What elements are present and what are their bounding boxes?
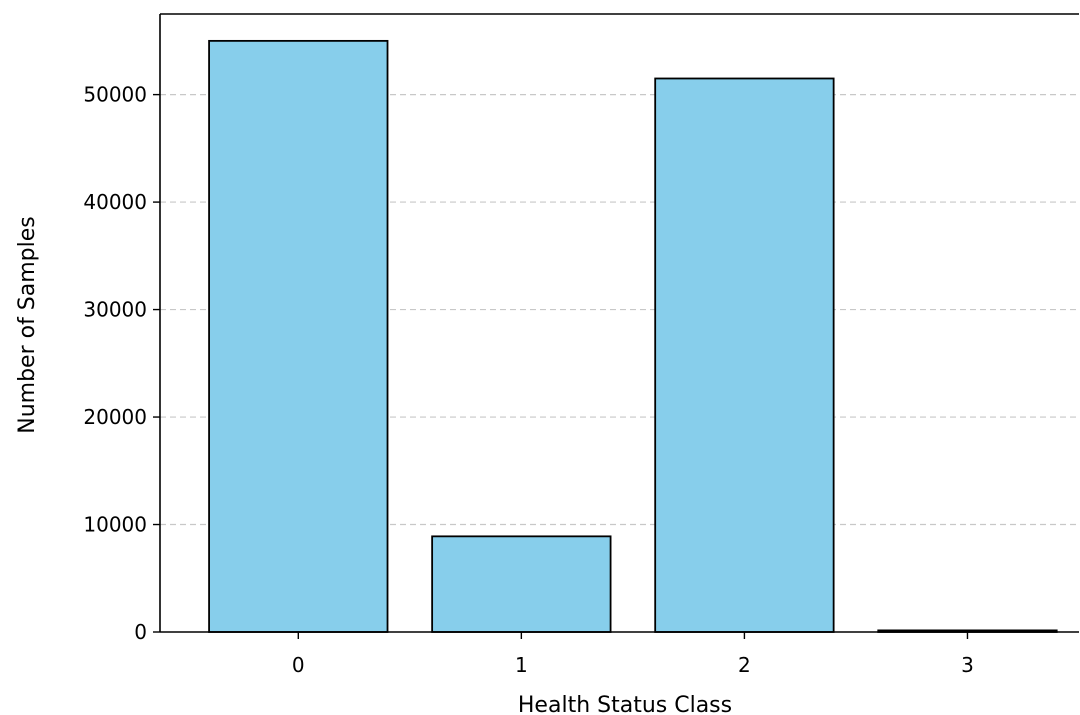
bar-1: [431, 535, 612, 633]
y-axis-label: Number of Samples: [15, 216, 40, 434]
y-tick-label: 30000: [83, 298, 147, 322]
y-ticks: 0 10000 20000 30000 40000 50000: [83, 83, 160, 644]
axes: [159, 13, 1079, 633]
bars: [208, 39, 1058, 633]
y-tick-label: 10000: [83, 513, 147, 537]
x-tick-label: 2: [738, 653, 751, 677]
y-tick-label: 0: [134, 620, 147, 644]
y-tick-label: 20000: [83, 405, 147, 429]
bar-0: [208, 39, 389, 633]
x-tick-label: 3: [961, 653, 974, 677]
x-tick-label: 1: [515, 653, 528, 677]
y-tick-label: 40000: [83, 190, 147, 214]
y-tick-label: 50000: [83, 83, 147, 107]
x-tick-label: 0: [292, 653, 305, 677]
bar-2: [654, 77, 835, 633]
x-axis-label: Health Status Class: [518, 693, 732, 715]
x-ticks: 0 1 2 3: [292, 632, 974, 677]
